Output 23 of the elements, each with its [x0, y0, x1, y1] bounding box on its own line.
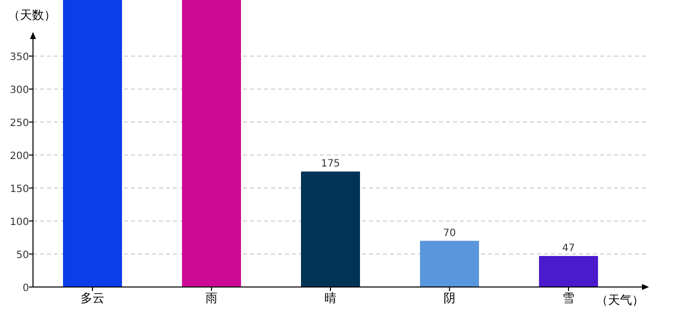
bar	[182, 0, 241, 287]
x-tick-label: 多云	[80, 291, 104, 305]
x-tick-label: 晴	[324, 291, 336, 305]
x-tick-label: 雪	[562, 291, 574, 305]
bar	[63, 0, 122, 287]
bar	[301, 172, 360, 287]
y-tick-label: 300	[10, 85, 29, 96]
data-label: 175	[320, 158, 340, 170]
y-tick-label: 200	[10, 151, 29, 162]
y-tick-label: 250	[10, 118, 29, 130]
x-axis-title: （天气）	[596, 293, 644, 307]
x-tick-label: 雨	[206, 291, 218, 305]
data-label: 70	[443, 228, 456, 239]
y-tick-label: 0	[22, 283, 29, 294]
bar	[420, 240, 479, 287]
y-tick-label: 50	[16, 250, 29, 262]
x-tick-label: 阴	[444, 291, 456, 305]
y-tick-label: 350	[10, 52, 29, 64]
bar	[539, 256, 598, 287]
data-label: 47	[562, 242, 575, 254]
y-tick-label: 150	[10, 184, 29, 196]
y-axis-title: （天数）	[8, 8, 56, 22]
y-tick-label: 100	[10, 217, 29, 228]
